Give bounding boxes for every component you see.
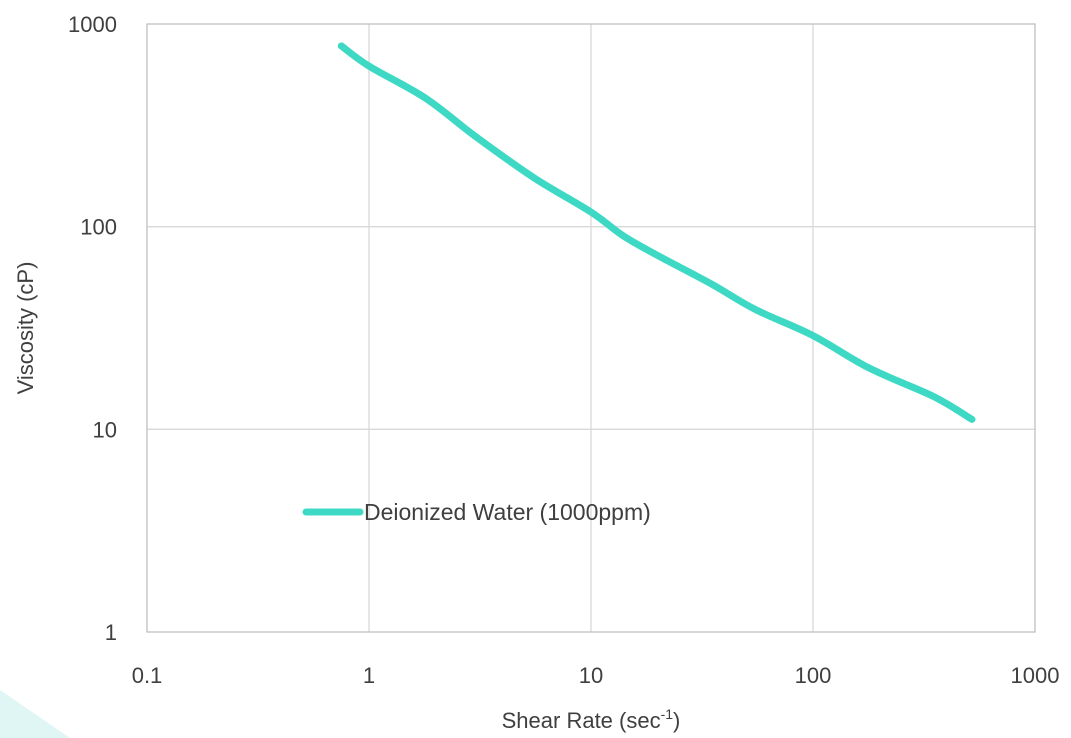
x-axis-label: Shear Rate (sec-1) [502,706,681,733]
corner-decoration [0,690,70,738]
x-tick-label: 100 [795,663,832,688]
legend: Deionized Water (1000ppm) [302,499,651,525]
legend-label: Deionized Water (1000ppm) [364,499,651,525]
y-tick-labels: 1 10 100 1000 [68,12,117,645]
y-tick-label: 10 [93,417,117,442]
y-tick-label: 100 [80,215,117,240]
x-tick-label: 0.1 [132,663,163,688]
y-tick-label: 1000 [68,12,117,37]
x-tick-label: 1000 [1011,663,1060,688]
series-layer [337,42,976,423]
y-axis-label: Viscosity (cP) [13,262,38,395]
plot-area-frame [146,23,1036,633]
x-axis-label-superscript: -1 [661,706,674,722]
x-tick-label: 1 [363,663,375,688]
y-gridlines [147,226,1035,430]
y-tick-label: 1 [105,620,117,645]
x-tick-label: 10 [579,663,603,688]
series-line [337,42,976,423]
x-gridlines [368,24,814,632]
x-tick-labels: 0.1 1 10 100 1000 [132,663,1060,688]
